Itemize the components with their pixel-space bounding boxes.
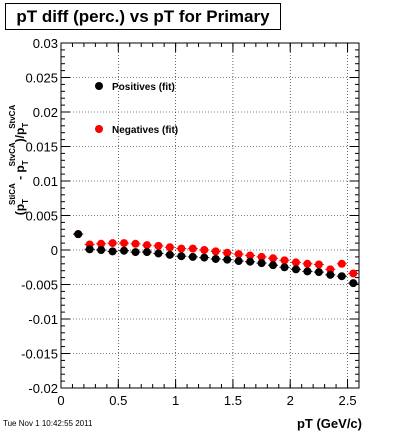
y-tick-label: 0.02 — [33, 105, 58, 120]
y-tick-label: -0.005 — [21, 278, 58, 293]
data-point — [257, 252, 266, 261]
x-axis-label: pT (GeV/c) — [297, 416, 362, 431]
data-point — [108, 239, 117, 248]
y-tick-label: 0.015 — [25, 140, 58, 155]
y-label-sub1: T — [21, 199, 30, 204]
y-tick-label: 0 — [51, 243, 58, 258]
data-point — [200, 246, 209, 254]
data-point — [177, 244, 186, 253]
data-point — [326, 265, 335, 274]
data-point — [142, 248, 151, 257]
data-point — [120, 246, 129, 255]
data-point — [188, 252, 197, 261]
data-point — [74, 230, 83, 239]
y-tick-label: -0.015 — [21, 347, 58, 362]
y-label-sub2: T — [21, 160, 30, 165]
grid — [60, 42, 359, 389]
legend-marker — [95, 82, 103, 90]
data-point — [349, 269, 358, 278]
y-tick-labels: -0.02 -0.015 -0.01 -0.005 0 0.005 0.01 0.015 0.0… — [21, 36, 58, 396]
y-label-close: )/p — [13, 128, 27, 143]
y-tick-label: -0.02 — [28, 381, 58, 396]
y-tick-label: 0.03 — [33, 36, 58, 51]
y-label-mid: - p — [13, 165, 27, 183]
data-point — [154, 249, 163, 258]
y-axis-label: (pTStiCA - pTStvCA)/pTStvCA — [8, 105, 30, 216]
data-point — [246, 257, 255, 266]
data-point — [269, 261, 278, 270]
y-label-sup1: StiCA — [8, 183, 17, 205]
data-point — [154, 241, 163, 250]
data-point — [280, 263, 289, 272]
data-point — [303, 267, 312, 276]
data-point — [211, 247, 220, 256]
data-point — [108, 247, 117, 256]
data-point — [223, 255, 232, 264]
data-point — [349, 279, 358, 288]
data-point — [246, 251, 255, 260]
data-point — [97, 239, 106, 248]
data-point — [314, 268, 323, 277]
legend: Positives (fit) Negatives (fit) — [95, 82, 178, 136]
x-tick-label: 0.5 — [109, 393, 127, 408]
legend-label: Negatives (fit) — [112, 125, 178, 136]
y-tick-label: -0.01 — [28, 312, 58, 327]
data-point — [120, 239, 129, 248]
data-point — [291, 258, 300, 267]
y-tick-label: 0.025 — [25, 71, 58, 86]
timestamp: Tue Nov 1 10:42:55 2011 — [3, 419, 93, 428]
data-point — [337, 272, 346, 281]
y-label-open: (p — [13, 204, 27, 215]
x-tick-label: 2.5 — [338, 393, 356, 408]
data-point — [223, 248, 232, 257]
data-point — [200, 253, 209, 262]
data-point — [326, 270, 335, 279]
x-tick-label: 2 — [287, 393, 294, 408]
data-point — [337, 259, 346, 268]
data-point — [234, 250, 243, 259]
y-label-sup2: StvCA — [8, 142, 17, 166]
y-tick-label: 0.005 — [25, 209, 58, 224]
data-point — [142, 241, 151, 250]
y-label-sup3: StvCA — [8, 105, 17, 129]
data-point — [177, 252, 186, 261]
data-point — [131, 239, 140, 248]
data-point — [234, 257, 243, 266]
data-point — [188, 244, 197, 253]
legend-label: Positives (fit) — [112, 82, 175, 93]
data-point — [291, 265, 300, 274]
axes — [60, 42, 360, 389]
legend-marker — [95, 125, 103, 133]
x-tick-labels: 0 0.5 1 1.5 2 2.5 — [57, 393, 356, 408]
data-point — [97, 246, 106, 254]
data-point — [314, 260, 323, 269]
data-point — [269, 254, 278, 263]
x-tick-label: 0 — [57, 393, 64, 408]
plot-frame — [60, 42, 360, 389]
data-point — [280, 256, 289, 265]
data-point — [165, 250, 174, 259]
y-tick-label: 0.01 — [33, 174, 58, 189]
data-point — [257, 259, 266, 268]
svg-text:(pTStiCA - pTStvCA)/pTStvCA: (pTStiCA - pTStvCA)/pTStvCA — [8, 105, 30, 216]
x-tick-label: 1 — [172, 393, 179, 408]
data-point — [85, 245, 94, 254]
chart-title: pT diff (perc.) vs pT for Primary — [5, 3, 281, 30]
data-point — [165, 243, 174, 252]
x-tick-label: 1.5 — [224, 393, 242, 408]
data-point — [303, 259, 312, 268]
data-points — [73, 230, 359, 288]
data-point — [131, 248, 140, 257]
data-point — [211, 254, 220, 263]
y-label-sub3: T — [21, 123, 30, 128]
